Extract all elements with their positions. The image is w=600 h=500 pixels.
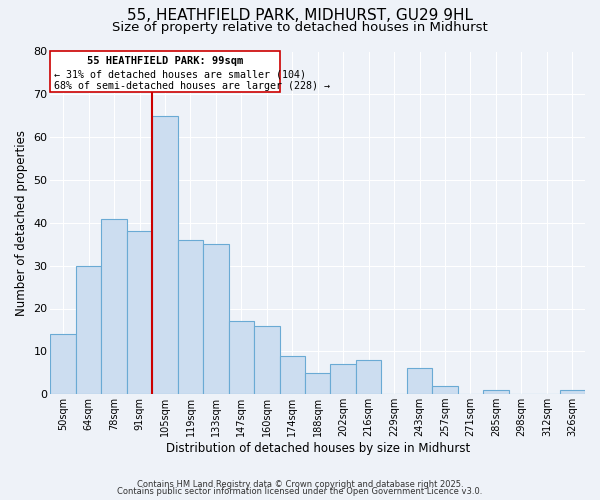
Bar (407, 368, 432, 394)
Bar (483, 390, 509, 394)
FancyBboxPatch shape (50, 52, 280, 92)
Bar (229, 322, 254, 394)
Bar (331, 364, 356, 394)
Bar (101, 218, 127, 394)
Bar (76, 266, 101, 394)
Bar (560, 390, 585, 394)
Bar (356, 360, 382, 394)
Text: Contains public sector information licensed under the Open Government Licence v3: Contains public sector information licen… (118, 487, 482, 496)
Text: 68% of semi-detached houses are larger (228) →: 68% of semi-detached houses are larger (… (54, 82, 330, 92)
Bar (127, 232, 152, 394)
Bar (203, 244, 229, 394)
Text: ← 31% of detached houses are smaller (104): ← 31% of detached houses are smaller (10… (54, 70, 306, 80)
Bar (305, 373, 331, 394)
Bar (280, 356, 305, 394)
Bar (254, 326, 280, 394)
Bar (178, 240, 203, 394)
Text: 55 HEATHFIELD PARK: 99sqm: 55 HEATHFIELD PARK: 99sqm (87, 56, 243, 66)
Text: 55, HEATHFIELD PARK, MIDHURST, GU29 9HL: 55, HEATHFIELD PARK, MIDHURST, GU29 9HL (127, 8, 473, 22)
Y-axis label: Number of detached properties: Number of detached properties (15, 130, 28, 316)
Text: Size of property relative to detached houses in Midhurst: Size of property relative to detached ho… (112, 22, 488, 35)
Text: Contains HM Land Registry data © Crown copyright and database right 2025.: Contains HM Land Registry data © Crown c… (137, 480, 463, 489)
Bar (152, 116, 178, 394)
Bar (50, 334, 76, 394)
X-axis label: Distribution of detached houses by size in Midhurst: Distribution of detached houses by size … (166, 442, 470, 455)
Bar (432, 386, 458, 394)
